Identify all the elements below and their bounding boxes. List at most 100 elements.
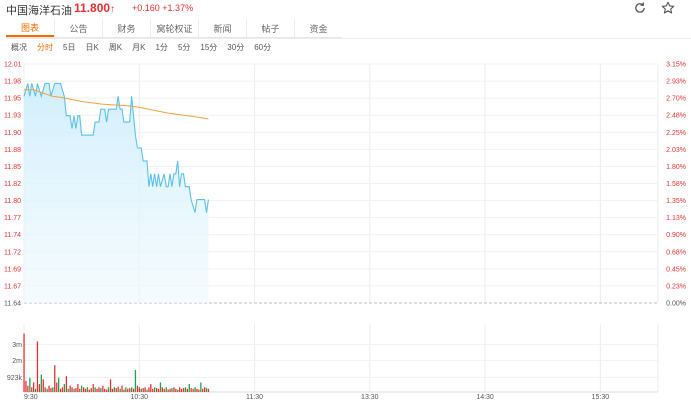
volume-bar — [152, 388, 154, 392]
volume-bar — [173, 387, 175, 392]
volume-bar — [157, 388, 160, 392]
volume-bar — [125, 387, 127, 392]
y-tick-label-left: 11.90 — [4, 130, 21, 137]
x-tick-label: 13:30 — [361, 394, 379, 401]
volume-bar — [107, 387, 110, 392]
section-tabs: 图表 公告 财务 窝轮权证 新闻 帖子 资金 — [6, 19, 342, 38]
volume-bar — [188, 384, 190, 392]
volume-bar — [140, 388, 142, 392]
tab-5[interactable]: 帖子 — [246, 19, 294, 37]
volume-bar — [200, 382, 202, 392]
volume-bar — [33, 382, 35, 392]
star-icon[interactable] — [661, 1, 675, 15]
volume-bar — [34, 388, 37, 392]
period-option-3[interactable]: 日K — [85, 43, 99, 52]
y-tick-label-right: 0.68% — [666, 249, 686, 256]
volume-bar — [117, 386, 119, 392]
tab-6[interactable]: 资金 — [294, 19, 342, 37]
volume-bar — [115, 388, 117, 392]
y-tick-label-right: 1.35% — [666, 198, 686, 205]
volume-bar — [92, 384, 94, 392]
volume-bar — [100, 388, 102, 392]
period-option-7[interactable]: 5分 — [177, 43, 191, 52]
volume-bar — [207, 388, 210, 392]
volume-bar — [121, 385, 123, 392]
volume-bar — [73, 388, 75, 392]
tabs-divider — [6, 38, 691, 39]
period-option-8[interactable]: 15分 — [200, 43, 218, 52]
volume-bar — [102, 385, 104, 392]
volume-bar — [165, 387, 167, 392]
volume-bar — [40, 374, 42, 392]
x-tick-label: 14:30 — [476, 394, 494, 401]
period-option-6[interactable]: 1分 — [155, 43, 168, 52]
volume-tick-label: 2m — [12, 358, 22, 365]
y-tick-label-right: 0.00% — [666, 301, 686, 308]
stock-name: 中国海洋石油 — [6, 5, 72, 17]
volume-bar — [75, 388, 77, 392]
volume-bar — [182, 388, 185, 392]
volume-bar — [23, 333, 25, 392]
volume-bar — [88, 389, 90, 392]
volume-bar — [113, 387, 115, 392]
y-tick-label-right: 1.13% — [666, 215, 686, 222]
volume-bar — [86, 387, 89, 392]
y-tick-label-left: 11.82 — [4, 181, 21, 188]
volume-bar — [71, 387, 73, 392]
volume-bar — [29, 377, 31, 392]
volume-bar — [131, 387, 133, 392]
last-price: 11.800↑ — [74, 1, 115, 15]
volume-bar — [179, 387, 181, 392]
volume-bar — [79, 388, 81, 392]
y-tick-label-left: 11.74 — [4, 232, 21, 239]
volume-bar — [159, 382, 162, 392]
tab-1[interactable]: 公告 — [54, 19, 102, 37]
volume-bar — [48, 385, 50, 392]
volume-bar — [27, 385, 29, 392]
y-tick-label-left: 11.93 — [4, 113, 21, 120]
volume-bar — [46, 388, 48, 392]
volume-bar — [77, 384, 79, 392]
y-tick-label-left: 11.72 — [4, 249, 21, 256]
volume-bar — [61, 387, 64, 392]
volume-bar — [36, 341, 39, 392]
period-option-10[interactable]: 60分 — [254, 43, 272, 52]
volume-bar — [134, 369, 137, 392]
period-option-9[interactable]: 30分 — [227, 43, 245, 52]
tab-0[interactable]: 图表 — [6, 19, 54, 37]
x-tick-label: 11:30 — [246, 394, 263, 401]
volume-bar — [198, 389, 200, 392]
tab-4[interactable]: 新闻 — [198, 19, 246, 37]
period-option-5[interactable]: 月K — [132, 43, 146, 52]
volume-bar — [156, 388, 158, 392]
y-tick-label-right: 0.45% — [666, 266, 686, 273]
volume-bar — [190, 388, 192, 392]
quote-header: 中国海洋石油 11.800↑ +0.160 +1.37% — [0, 0, 691, 18]
tab-2[interactable]: 财务 — [102, 19, 150, 37]
volume-bar — [119, 388, 121, 392]
volume-bar — [94, 387, 96, 392]
volume-bar — [127, 388, 129, 392]
y-tick-label-right: 2.93% — [666, 79, 686, 86]
y-tick-label-right: 2.48% — [666, 113, 686, 120]
volume-bar — [196, 388, 198, 392]
volume-tick-label: 3m — [12, 342, 22, 349]
volume-bar — [67, 388, 69, 392]
period-option-4[interactable]: 周K — [108, 43, 123, 52]
period-option-1[interactable]: 分时 — [37, 43, 53, 52]
volume-bar — [84, 388, 87, 392]
y-tick-label-right: 1.58% — [666, 181, 686, 188]
volume-bar — [65, 376, 67, 392]
y-tick-label-left: 11.64 — [4, 301, 21, 308]
volume-bar — [146, 389, 148, 392]
volume-bar — [204, 387, 206, 392]
volume-bar — [104, 388, 106, 392]
volume-bar — [81, 385, 83, 392]
period-option-0[interactable]: 概况 — [11, 43, 27, 52]
volume-bar — [138, 387, 140, 392]
period-option-2[interactable]: 5日 — [63, 43, 76, 52]
volume-bar — [50, 388, 52, 392]
x-tick-label: 15:30 — [592, 394, 610, 401]
tab-3[interactable]: 窝轮权证 — [150, 19, 198, 37]
refresh-icon[interactable] — [633, 1, 647, 15]
